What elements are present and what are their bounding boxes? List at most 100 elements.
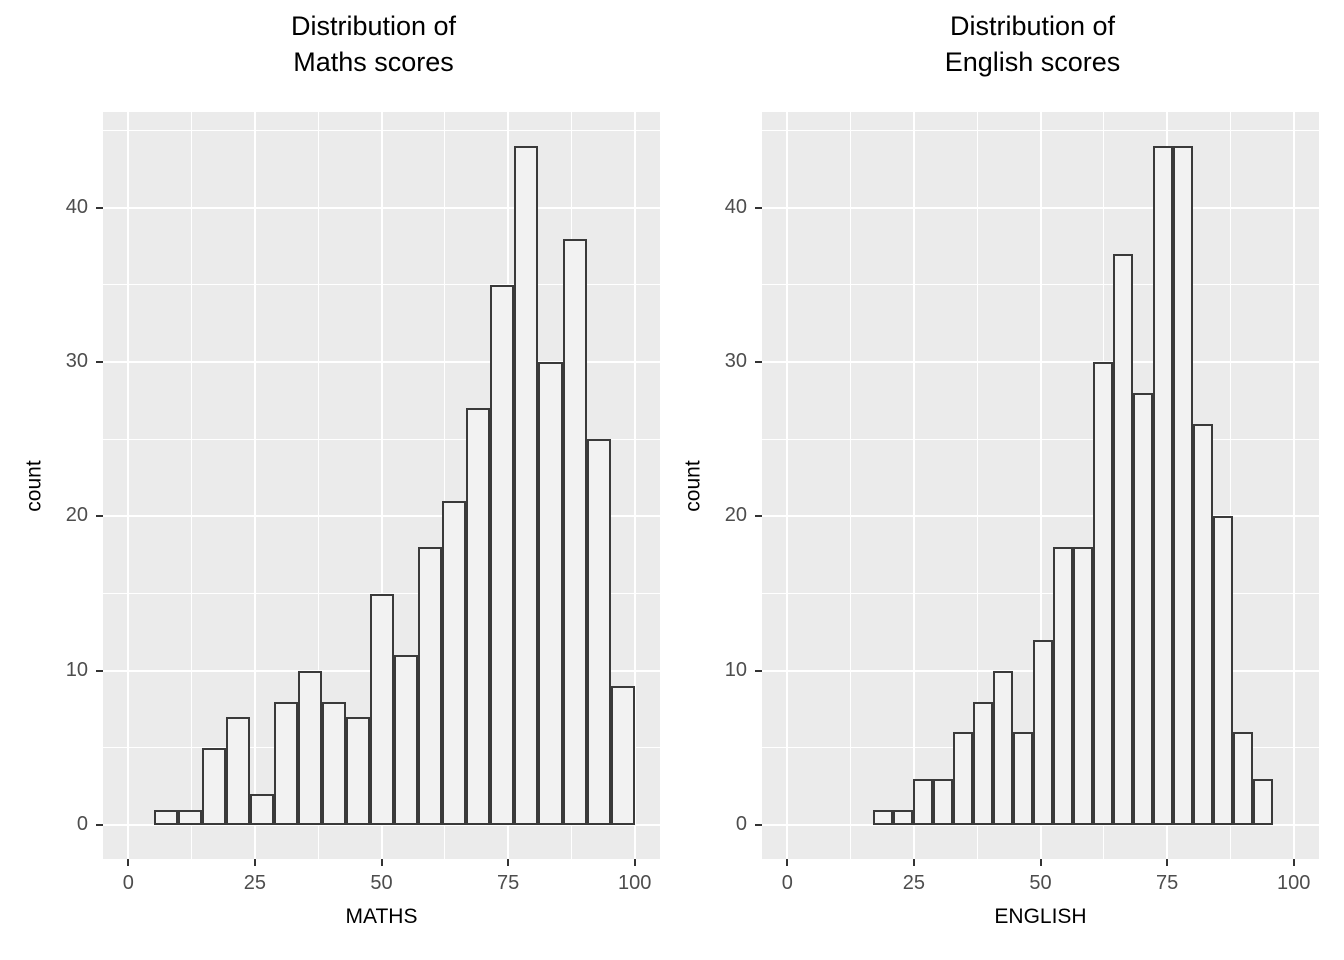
x-tick-label: 75 (1155, 872, 1179, 894)
histogram-bar (873, 809, 894, 826)
gridline-major-x (633, 112, 636, 859)
chart-title-line-1: Distribution of (290, 11, 457, 41)
histogram-bar (610, 686, 635, 826)
x-tick-mark (507, 859, 510, 866)
histogram-bar (1193, 423, 1214, 826)
histogram-bar (1213, 516, 1234, 826)
chart-title-line-1: Distribution of (949, 11, 1116, 41)
english-chart: Distribution of English scores count ENG… (672, 0, 1344, 960)
histogram-bar (893, 809, 914, 826)
gridline-major-x (253, 112, 256, 859)
x-tick-mark (1039, 859, 1042, 866)
histogram-bar (273, 701, 298, 826)
x-tick-label: 100 (617, 872, 652, 894)
gridline-minor-x (444, 112, 446, 859)
x-tick-label: 25 (243, 872, 267, 894)
gridline-major-x (1039, 112, 1042, 859)
histogram-bar (1113, 253, 1134, 826)
y-tick-mark (96, 824, 103, 827)
plot-panel (762, 112, 1319, 859)
y-tick-mark (96, 206, 103, 209)
gridline-minor-x (850, 112, 852, 859)
histogram-bar (1033, 639, 1054, 826)
histogram-bar (1073, 547, 1094, 826)
histogram-bar (442, 500, 467, 826)
y-tick-label: 0 (735, 813, 747, 836)
gridline-minor-x (191, 112, 193, 859)
maths-chart: Distribution of Maths scores count MATHS… (15, 8, 660, 928)
histogram-bar (297, 670, 322, 826)
y-tick-mark (755, 515, 762, 518)
histogram-bar (490, 284, 515, 826)
y-tick-label: 30 (724, 350, 747, 373)
histogram-bar (466, 408, 491, 826)
histogram-bar (1133, 392, 1154, 826)
plot-panel (103, 112, 660, 859)
gridline-minor-x (976, 112, 978, 859)
y-tick-label: 10 (65, 658, 88, 681)
histogram-bar (562, 238, 587, 826)
y-tick-mark (755, 206, 762, 209)
chart-title: Distribution of Maths scores (95, 8, 652, 80)
histogram-bar (346, 717, 371, 826)
gridline-major-x (127, 112, 130, 859)
histogram-bar (370, 593, 395, 826)
x-tick-mark (253, 859, 256, 866)
histogram-bar (586, 439, 611, 826)
y-tick-mark (755, 669, 762, 672)
x-tick-mark (127, 859, 130, 866)
x-axis-title: MATHS (345, 905, 418, 928)
y-tick-mark (96, 669, 103, 672)
histogram-bar (177, 809, 202, 826)
histogram-bar (1153, 145, 1174, 826)
chart-title-line-2: English scores (944, 47, 1121, 77)
y-tick-label: 40 (724, 195, 747, 218)
y-axis-title: count (674, 112, 714, 859)
y-tick-label: 30 (65, 350, 88, 373)
histogram-bar (1173, 145, 1194, 826)
histogram-bar (418, 547, 443, 826)
histogram-bar (201, 747, 226, 826)
histogram-bar (953, 732, 974, 826)
histogram-bar (1053, 547, 1074, 826)
histogram-bar (153, 809, 178, 826)
gridline-minor-x (1229, 112, 1231, 859)
x-tick-mark (912, 859, 915, 866)
histogram-bar (538, 362, 563, 826)
histogram-bar (973, 701, 994, 826)
histogram-bar (1253, 778, 1274, 826)
histogram-bar (322, 701, 347, 826)
y-tick-label: 40 (65, 195, 88, 218)
y-tick-mark (96, 361, 103, 364)
chart-title-line-2: Maths scores (293, 47, 454, 77)
histogram-bar (1233, 732, 1254, 826)
x-tick-label: 75 (496, 872, 520, 894)
histogram-bar (1013, 732, 1034, 826)
x-tick-mark (1292, 859, 1295, 866)
y-axis-title: count (15, 112, 55, 859)
x-tick-label: 100 (1276, 872, 1311, 894)
gridline-minor-x (317, 112, 319, 859)
histogram-bar (1093, 362, 1114, 826)
x-tick-mark (786, 859, 789, 866)
y-tick-mark (755, 361, 762, 364)
histogram-bar (249, 794, 274, 826)
y-tick-label: 0 (76, 813, 88, 836)
gridline-major-x (912, 112, 915, 859)
gridline-major-x (786, 112, 789, 859)
x-tick-label: 50 (1029, 872, 1052, 894)
x-tick-label: 0 (122, 872, 134, 894)
histogram-bar (933, 778, 954, 826)
histogram-bar (514, 145, 539, 826)
x-tick-label: 50 (370, 872, 393, 894)
gridline-major-x (1292, 112, 1295, 859)
x-tick-mark (380, 859, 383, 866)
x-tick-label: 0 (781, 872, 793, 894)
x-tick-label: 25 (902, 872, 926, 894)
histogram-bar (225, 717, 250, 826)
y-tick-label: 20 (724, 504, 747, 527)
x-axis-title: ENGLISH (994, 905, 1087, 928)
gridline-major-x (380, 112, 383, 859)
histogram-bar (993, 670, 1014, 826)
